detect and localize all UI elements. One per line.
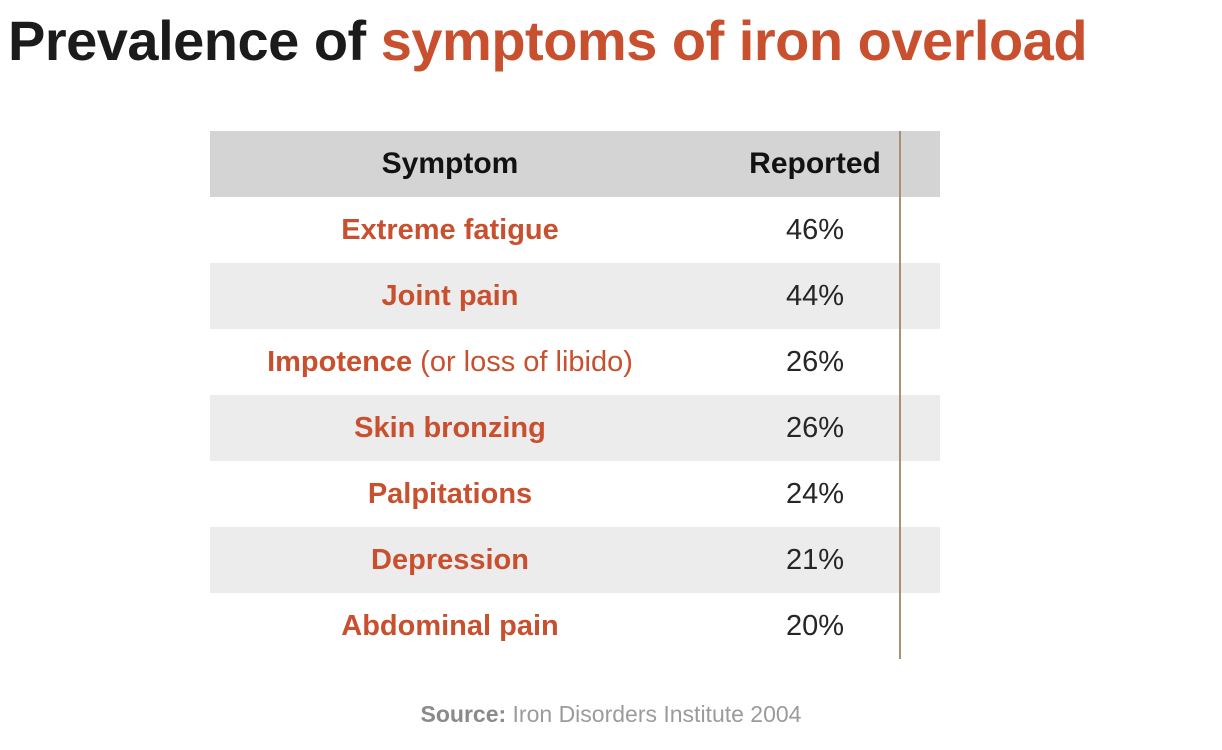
symptom-name: Extreme fatigue	[341, 213, 559, 246]
table-row: Skin bronzing 26%	[210, 395, 940, 461]
reported-cell: 20%	[690, 610, 940, 643]
header-cell-reported: Reported	[749, 147, 881, 180]
symptom-cell: Impotence (or loss of libido)	[210, 346, 690, 379]
table-header-row: Symptom Reported	[210, 131, 940, 197]
reported-value: 20%	[785, 609, 845, 642]
reported-cell: 26%	[690, 412, 940, 445]
reported-value: 26%	[785, 345, 845, 378]
reported-cell: 21%	[690, 544, 940, 577]
column-divider-line	[899, 131, 901, 659]
reported-cell: 44%	[690, 280, 940, 313]
prevalence-table: Symptom Reported Extreme fatigue 46% Joi…	[210, 131, 940, 659]
reported-cell: 26%	[690, 346, 940, 379]
table-row: Impotence (or loss of libido) 26%	[210, 329, 940, 395]
table-row: Abdominal pain 20%	[210, 593, 940, 659]
source-label: Source:	[420, 701, 507, 727]
reported-value: 46%	[785, 213, 845, 246]
title-prefix: Prevalence of	[8, 9, 381, 72]
symptom-name: Depression	[371, 543, 529, 576]
reported-value: 21%	[785, 543, 845, 576]
symptom-note: (or loss of libido)	[412, 345, 633, 378]
title-highlight: symptoms of iron overload	[380, 9, 1088, 72]
symptom-name: Abdominal pain	[341, 609, 559, 642]
table-row: Palpitations 24%	[210, 461, 940, 527]
table-row: Joint pain 44%	[210, 263, 940, 329]
symptom-name: Joint pain	[381, 279, 519, 312]
reported-cell: 46%	[690, 214, 940, 247]
symptom-name: Skin bronzing	[354, 411, 546, 444]
reported-value: 26%	[785, 411, 845, 444]
table-row: Extreme fatigue 46%	[210, 197, 940, 263]
symptom-cell: Joint pain	[210, 280, 690, 313]
source-text: Iron Disorders Institute 2004	[506, 701, 802, 727]
source-note: Source: Iron Disorders Institute 2004	[0, 701, 1222, 728]
page-title: Prevalence of symptoms of iron overload	[8, 10, 1222, 72]
symptom-cell: Abdominal pain	[210, 610, 690, 643]
symptom-name: Palpitations	[367, 477, 533, 510]
symptom-cell: Extreme fatigue	[210, 214, 690, 247]
table-row: Depression 21%	[210, 527, 940, 593]
table-body: Extreme fatigue 46% Joint pain 44% Impot…	[210, 197, 940, 659]
reported-cell: 24%	[690, 478, 940, 511]
symptom-cell: Depression	[210, 544, 690, 577]
symptom-cell: Skin bronzing	[210, 412, 690, 445]
reported-value: 24%	[785, 477, 845, 510]
header-cell-symptom: Symptom	[381, 147, 519, 180]
symptom-cell: Palpitations	[210, 478, 690, 511]
reported-value: 44%	[785, 279, 845, 312]
symptom-name: Impotence	[267, 345, 413, 378]
